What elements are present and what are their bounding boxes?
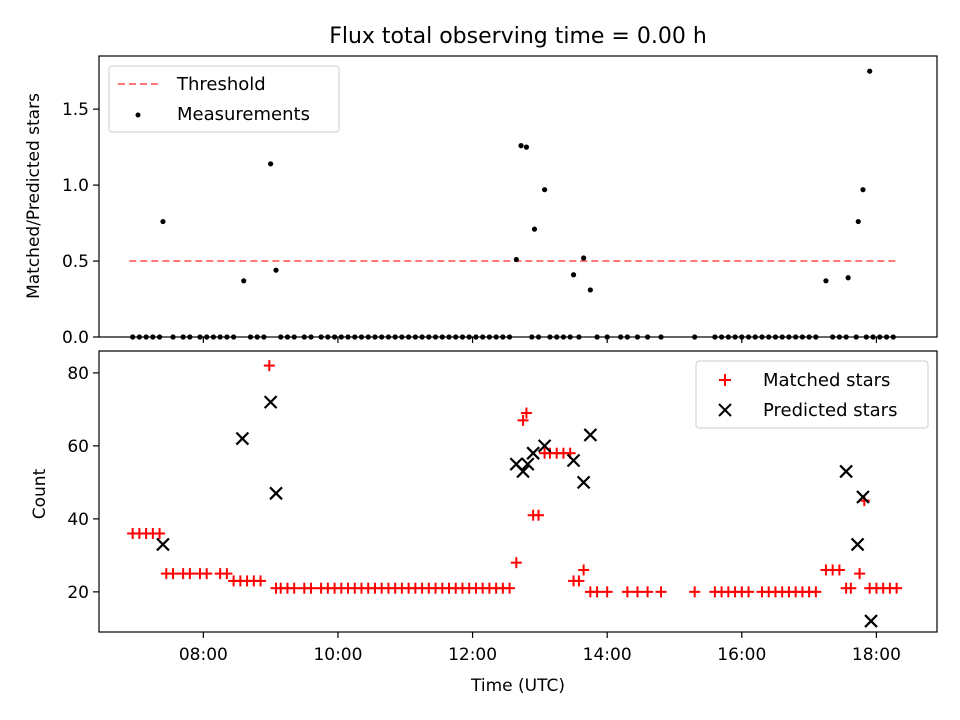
matched-star-point [573,575,585,587]
bottom-x-tick-label: 08:00 [179,645,228,665]
measurement-point [541,187,548,193]
measurement-point [860,187,866,193]
matched-star-point [504,582,516,594]
measurement-point [845,275,851,281]
top-y-tick-label: 0.0 [62,328,89,348]
matched-star-point [520,407,532,419]
predicted-star-point [269,486,283,501]
predicted-star-point [526,446,540,460]
matched-star-point [891,582,903,594]
measurement-point [523,144,530,150]
legend-measurements-swatch [135,112,141,118]
matched-star-point [255,575,267,587]
matched-star-point [510,557,522,569]
bottom-x-tick-label: 14:00 [583,645,632,665]
predicted-star-point [864,614,878,628]
measurement-point [531,226,538,232]
top-y-tick-label: 1.5 [62,100,89,120]
legend-measurements-label: Measurements [177,104,310,125]
legend-matched-swatch [719,374,731,386]
bottom-y-tick-label: 80 [67,364,89,384]
predicted-star-point [566,453,581,468]
measurement-point [587,287,593,293]
measurement-point [268,161,274,167]
measurement-point [855,218,861,225]
legend-threshold-label: Threshold [176,74,266,95]
measurement-point [273,267,279,273]
matched-star-point [288,582,300,594]
matched-star-point [184,568,196,580]
matched-star-point [578,564,590,576]
bottom-y-tick-label: 20 [67,583,89,603]
measurement-point [518,143,524,149]
predicted-star-point [850,537,865,552]
top-legend-frame [108,65,340,133]
matched-star-point [517,414,529,426]
predicted-star-point [235,431,250,446]
predicted-star-point [583,428,598,442]
measurement-point [160,218,166,225]
bottom-legend-frame [695,360,929,429]
matched-star-point [689,586,701,598]
top-y-axis-label: Matched/Predicted stars [24,93,44,299]
bottom-y-tick-label: 40 [67,510,89,530]
matched-star-point [810,586,822,598]
legend-predicted-label: Predicted stars [763,400,897,421]
measurement-point [823,278,829,284]
predicted-star-point [839,464,853,479]
measurement-point [570,272,577,278]
predicted-star-point [537,439,552,453]
bottom-panel: Count Time (UTC) 20 40 60 80 08:00 10:00 12:0… [30,350,938,696]
predicted-star-point [263,395,278,409]
matched-star-point [221,568,233,580]
measurement-point [867,68,873,74]
matched-star-point [591,586,603,598]
matched-star-point [201,568,213,580]
legend-predicted-swatch [718,403,732,417]
bottom-x-tick-label: 16:00 [717,645,766,665]
matched-star-point [631,586,643,598]
top-plot-frame [98,55,938,338]
top-chart-title: Flux total observing time = 0.00 h [329,24,707,49]
matched-star-point [854,568,866,580]
matched-star-point [167,568,179,580]
measurement-point [513,256,519,263]
top-panel: Flux total observing time = 0.00 h Match… [24,24,938,348]
measurement-point [581,255,587,261]
predicted-star-point [520,457,535,471]
bottom-x-axis-label: Time (UTC) [470,676,565,696]
matched-star-point [833,564,845,576]
matched-star-point [655,586,667,598]
bottom-y-tick-label: 60 [67,437,89,457]
bottom-y-axis-label: Count [30,468,50,519]
measurement-point [241,278,247,284]
matched-star-point [845,582,857,594]
legend-matched-label: Matched stars [763,370,890,391]
predicted-star-point [576,475,591,490]
matched-star-point [533,509,545,521]
bottom-legend: Matched stars Predicted stars [695,360,929,429]
matched-star-point [263,360,275,372]
matched-star-point [621,586,633,598]
predicted-star-point [856,490,870,504]
matched-star-point [305,582,317,594]
bottom-x-tick-label: 10:00 [313,645,362,665]
predicted-star-point [156,537,170,552]
matched-star-point [642,586,654,598]
matched-star-point [154,527,166,539]
top-y-tick-label: 0.5 [62,252,89,272]
top-y-tick-label: 1.0 [62,176,89,196]
matched-star-point [743,586,755,598]
bottom-x-tick-label: 18:00 [852,645,901,665]
top-legend: Threshold Measurements [108,65,340,133]
bottom-plot-frame [98,350,938,633]
matched-star-point [601,586,613,598]
predicted-star-point [516,464,530,479]
bottom-x-tick-label: 12:00 [448,645,497,665]
